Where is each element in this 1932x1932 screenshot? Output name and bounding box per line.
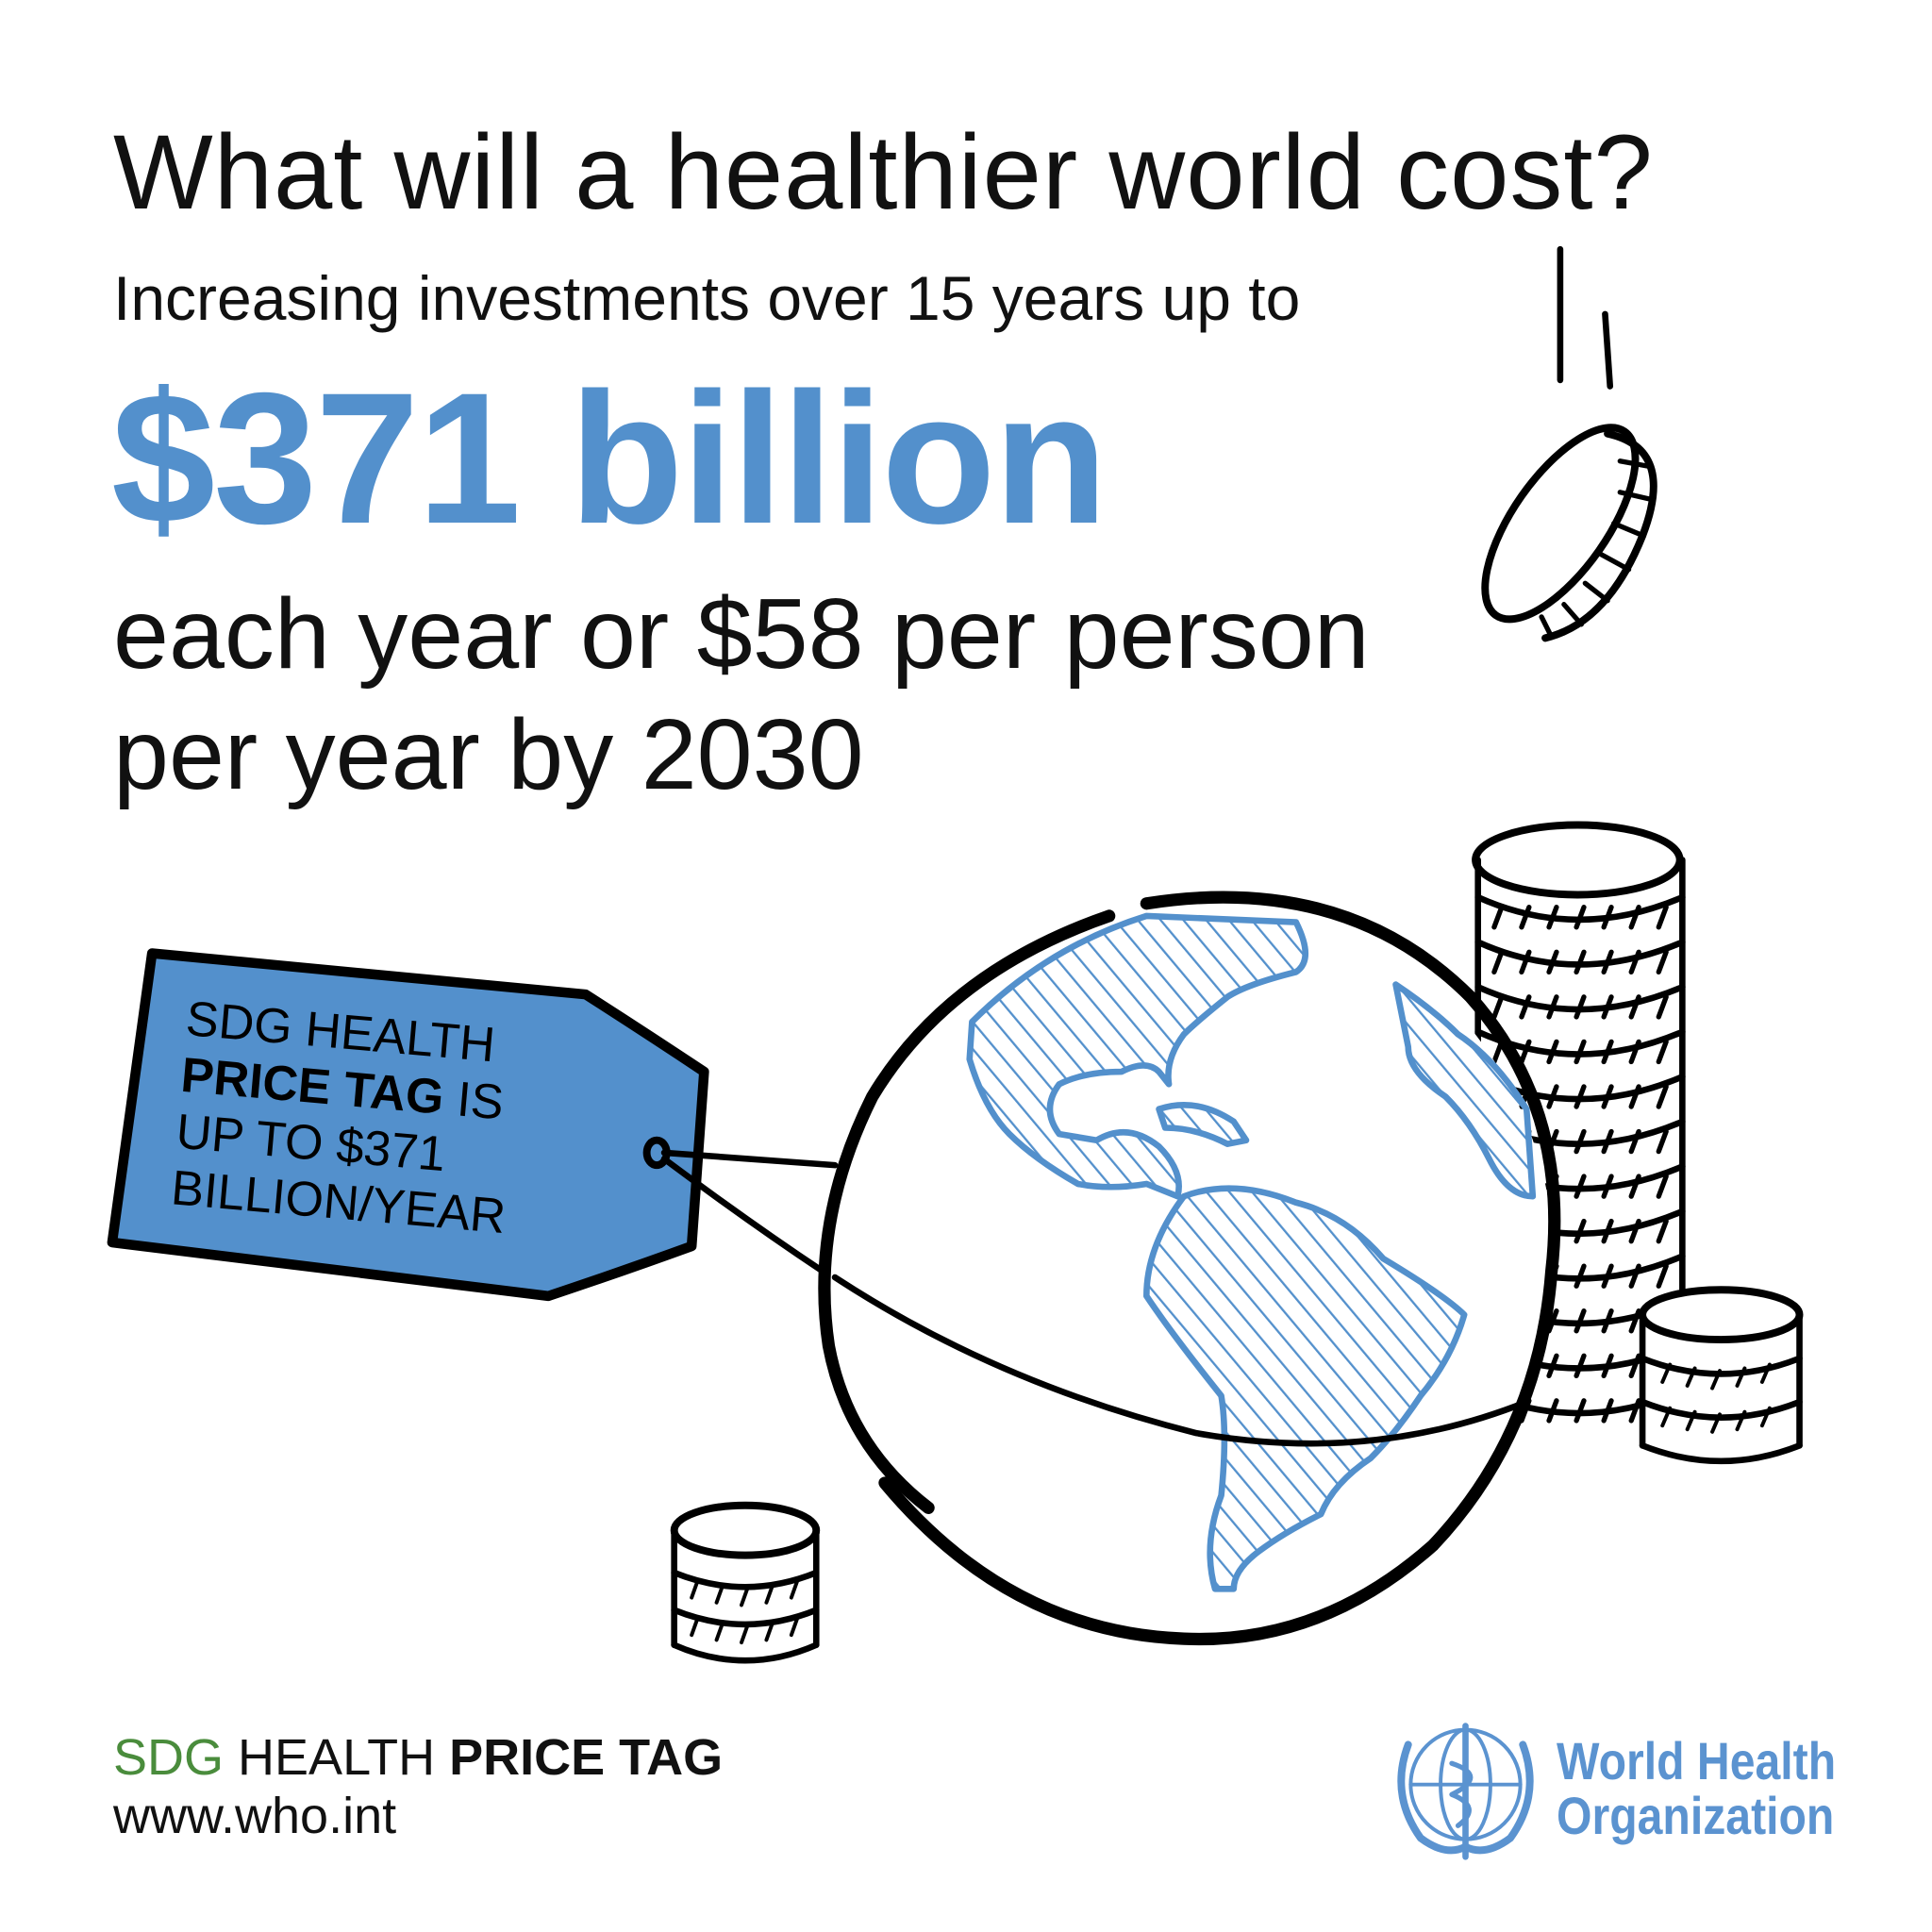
footer-price-tag: PRICE TAG — [449, 1729, 724, 1786]
who-logo-text: World Health Organization — [1557, 1734, 1836, 1843]
page-title: What will a healthier world cost? — [113, 113, 1654, 231]
globe-icon — [818, 891, 1561, 1646]
price-tag-text: SDG HEALTH PRICE TAG IS UP TO $371 BILLI… — [169, 991, 523, 1245]
who-emblem-icon — [1397, 1723, 1534, 1860]
footer-sdg: SDG — [113, 1729, 225, 1786]
per-person-line-2: per year by 2030 — [113, 699, 864, 810]
footer-url[interactable]: www.who.int — [113, 1788, 397, 1844]
coin-ridges — [1491, 949, 1669, 975]
coin-ridges — [1491, 994, 1669, 1020]
price-tag-icon — [107, 948, 839, 1302]
per-person-line-1: each year or $58 per person — [113, 578, 1370, 690]
tag-is: IS — [441, 1071, 507, 1131]
footer-title: SDG HEALTH PRICE TAG — [113, 1728, 723, 1787]
coin-stack-right-icon — [1639, 1286, 1804, 1465]
amount-highlight: $371 billion — [111, 354, 1108, 562]
coin-ridges — [1491, 905, 1669, 930]
logo-line-1: World Health — [1557, 1731, 1837, 1790]
subtitle: Increasing investments over 15 years up … — [113, 263, 1301, 333]
coin-ridges — [1491, 1039, 1669, 1065]
falling-coin-icon — [1481, 245, 1657, 642]
footer-health: HEALTH — [224, 1729, 450, 1786]
logo-line-2: Organization — [1557, 1786, 1835, 1845]
coin-stack-small-icon — [670, 1501, 821, 1664]
